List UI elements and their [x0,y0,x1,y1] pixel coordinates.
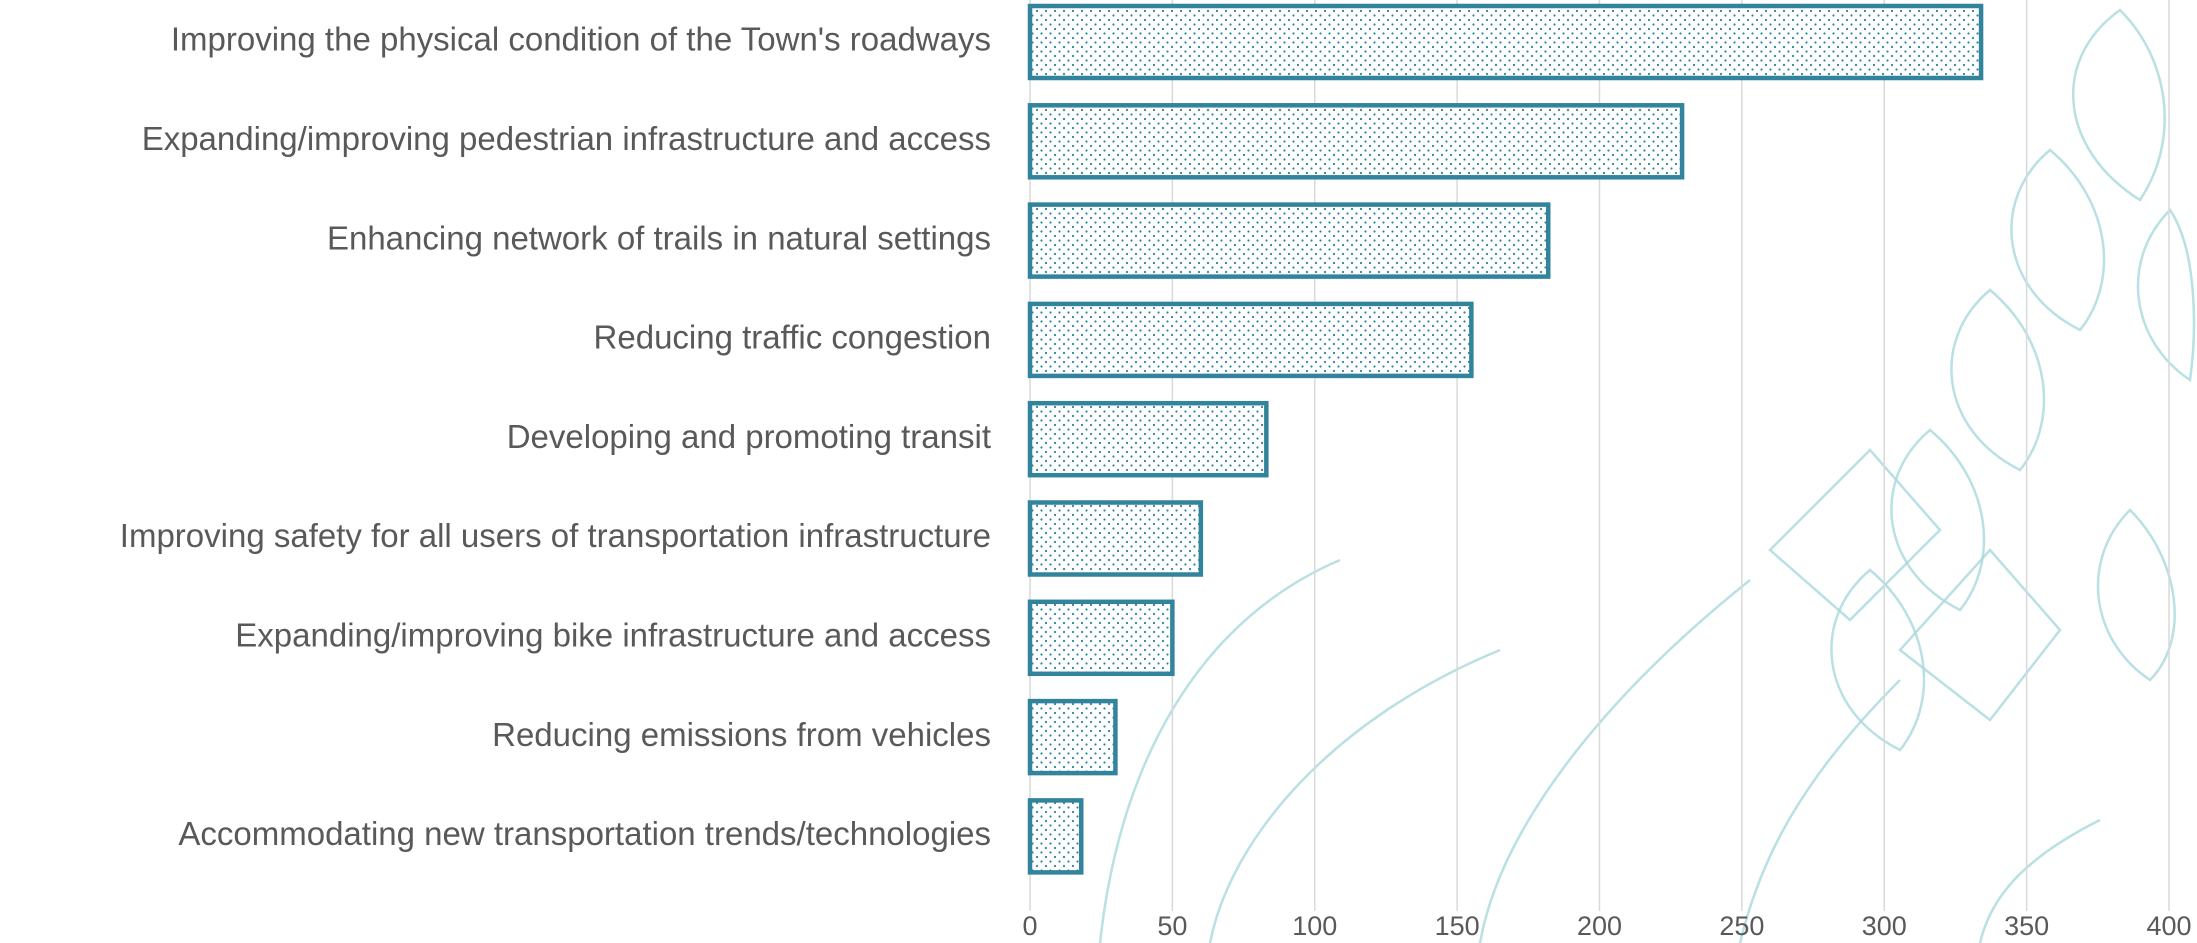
x-tick-label: 250 [1719,911,1764,941]
x-tick-label: 350 [2004,911,2049,941]
y-tick-label: Improving the physical condition of the … [171,21,991,58]
y-tick-label: Improving safety for all users of transp… [120,517,991,554]
x-tick-label: 400 [2146,911,2191,941]
bar [1027,500,1204,577]
x-tick-label: 200 [1577,911,1622,941]
y-tick-label: Expanding/improving pedestrian infrastru… [142,120,991,157]
x-tick-label: 300 [1862,911,1907,941]
x-tick-label: 100 [1292,911,1337,941]
bar [1027,400,1269,478]
bar [1027,698,1118,776]
background-decoration [1098,8,2196,943]
y-tick-label: Expanding/improving bike infrastructure … [235,617,991,654]
x-tick-label: 50 [1157,911,1187,941]
y-tick-label: Accommodating new transportation trends/… [178,815,991,852]
y-tick-label: Enhancing network of trails in natural s… [327,219,991,256]
bar [1027,103,1685,180]
bar [1027,3,1984,81]
bar [1027,798,1084,875]
bar [1027,202,1551,279]
bar [1027,599,1175,677]
y-tick-label: Developing and promoting transit [507,418,991,455]
y-tick-label: Reducing traffic congestion [594,319,991,356]
bar [1027,301,1474,379]
x-tick-label: 150 [1435,911,1480,941]
x-tick-label: 0 [1022,911,1037,941]
y-tick-label: Reducing emissions from vehicles [492,716,991,753]
plot-area: 0 50 100 150 200 250 300 350 400 Improving the ph… [120,0,2192,941]
